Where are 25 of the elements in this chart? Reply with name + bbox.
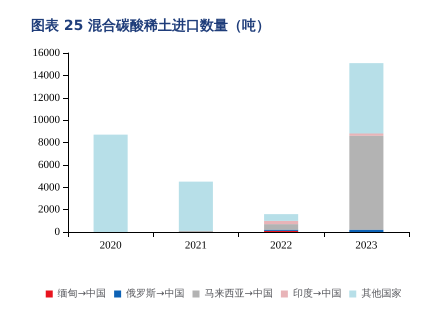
y-tick-label: 4000 <box>38 181 60 194</box>
legend-label: 俄罗斯→中国 <box>126 288 185 300</box>
legend-label: 其他国家 <box>361 288 402 300</box>
y-tick-label: 8000 <box>38 136 60 148</box>
bar <box>264 224 298 230</box>
legend-label: 缅甸→中国 <box>58 288 106 300</box>
bar <box>178 182 213 231</box>
x-tick-label: 2021 <box>184 240 207 252</box>
y-tick-label: 0 <box>54 226 60 238</box>
y-tick-label: 2000 <box>38 204 60 216</box>
bar <box>94 134 128 232</box>
x-tick-label: 2022 <box>270 240 292 252</box>
y-tick-label: 12000 <box>32 92 60 104</box>
legend-label: 马来西亚→中国 <box>204 288 273 300</box>
y-tick-label: 16000 <box>32 47 60 59</box>
bar <box>349 63 384 134</box>
chart-title: 图表 25 混合碳酸稀土进口数量（吨） <box>31 18 270 34</box>
y-tick-label: 6000 <box>38 158 60 171</box>
bar <box>264 214 298 221</box>
legend-label: 印度→中国 <box>292 288 342 300</box>
bar <box>349 136 384 230</box>
y-tick-label: 14000 <box>32 69 60 82</box>
y-tick-label: 10000 <box>32 114 60 126</box>
x-tick-label: 2023 <box>355 240 378 252</box>
x-tick-label: 2020 <box>100 240 122 252</box>
